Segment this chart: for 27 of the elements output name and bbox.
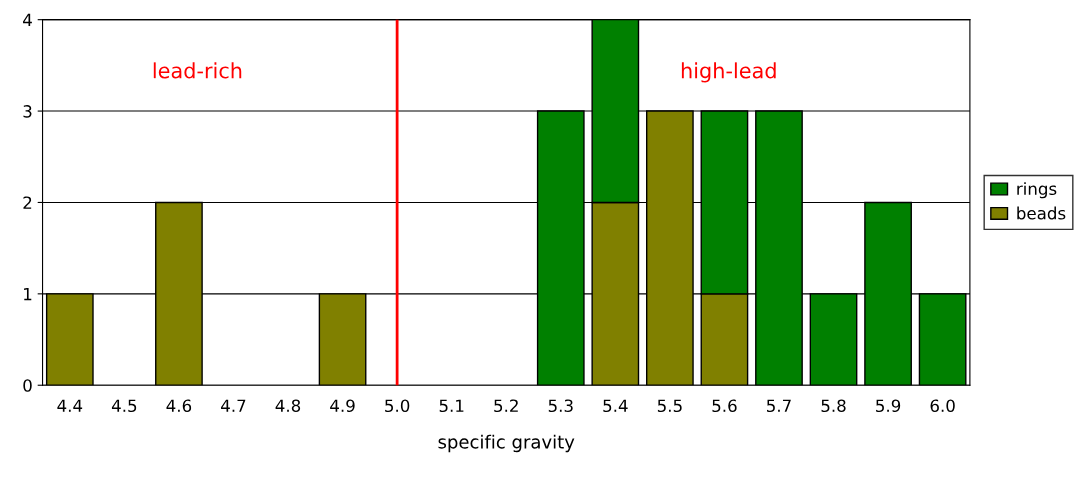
- x-tick-label: 5.2: [494, 399, 518, 413]
- x-tick-label: 5.1: [439, 399, 464, 413]
- x-tick-label: 5.6: [712, 399, 737, 413]
- x-tick-label: 5.8: [821, 399, 846, 413]
- x-tick-label: 5.4: [603, 399, 628, 413]
- x-tick-label: 5.7: [767, 399, 791, 413]
- x-tick-label: 5.5: [657, 399, 682, 413]
- annotation: high-lead: [681, 62, 776, 83]
- y-tick-label: 1: [24, 288, 32, 301]
- x-tick-label: 4.9: [330, 399, 355, 413]
- x-tick-label: 5.3: [548, 399, 573, 413]
- x-tick-label: 4.6: [166, 399, 192, 413]
- legend-label: beads: [1017, 206, 1066, 220]
- x-tick-label: 4.7: [221, 399, 246, 412]
- x-tick-label: 5.0: [385, 399, 410, 413]
- x-tick-label: 4.4: [57, 399, 83, 412]
- y-tick-label: 2: [23, 196, 32, 209]
- x-tick-label: 4.5: [111, 399, 137, 413]
- x-tick-label: 4.8: [275, 399, 301, 413]
- y-tick-label: 3: [23, 105, 32, 118]
- annotation: lead-rich: [153, 62, 242, 79]
- y-tick-label: 4: [23, 13, 32, 27]
- legend-label: rings: [1017, 182, 1057, 199]
- y-tick-label: 0: [23, 379, 32, 392]
- x-axis-title: specific gravity: [438, 434, 575, 453]
- x-tick-label: 6.0: [930, 399, 955, 413]
- x-tick-label: 5.9: [876, 399, 901, 413]
